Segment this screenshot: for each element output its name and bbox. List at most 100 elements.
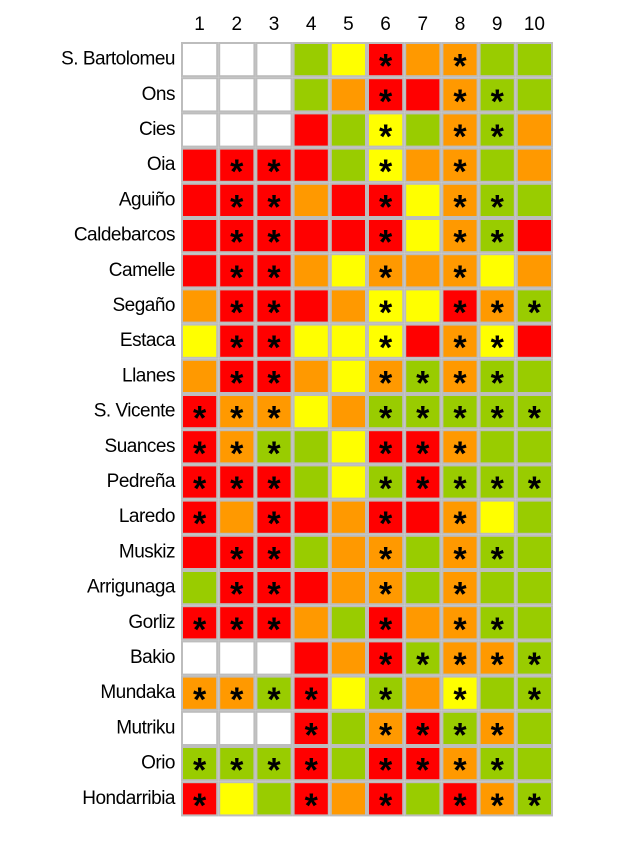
cell: [404, 394, 442, 430]
cell-mark: *: [230, 329, 244, 367]
row-label: Muskiz: [119, 541, 175, 562]
cell: [255, 218, 293, 254]
cell: [329, 675, 367, 711]
cell: [329, 640, 367, 676]
cell-mark: *: [267, 294, 281, 332]
cell: [367, 218, 405, 254]
cell: [181, 358, 219, 394]
cell-mark: *: [453, 505, 467, 543]
column-header: 5: [343, 14, 354, 35]
cell-mark: *: [379, 294, 393, 332]
cell-mark: *: [379, 611, 393, 649]
cell-mark: *: [379, 787, 393, 825]
cell-mark: *: [230, 540, 244, 578]
cell-mark: *: [379, 153, 393, 191]
cell: [255, 499, 293, 535]
cell-mark: *: [193, 752, 207, 790]
cell: [441, 323, 479, 359]
cell-mark: *: [267, 329, 281, 367]
row-label: Orio: [141, 753, 175, 774]
cell: [478, 42, 516, 78]
cell: [367, 182, 405, 219]
cell: [292, 746, 330, 782]
cell: [218, 358, 256, 394]
cell: [478, 499, 516, 535]
cell: [218, 147, 256, 183]
cell-mark: *: [491, 470, 505, 508]
cell: [218, 288, 256, 324]
cell: [255, 323, 293, 359]
cell: [404, 77, 442, 113]
cell: [404, 710, 442, 746]
cell: [181, 429, 219, 465]
cell-mark: *: [491, 294, 505, 332]
row-label: Bakio: [130, 647, 175, 668]
cell-mark: *: [379, 435, 393, 473]
cell: [181, 534, 219, 570]
cell: [404, 464, 442, 500]
cell: [367, 147, 405, 183]
row-label: Laredo: [119, 506, 175, 527]
cell: [255, 570, 293, 606]
cell: [218, 323, 256, 359]
cell: [441, 675, 479, 711]
cell: [441, 112, 479, 148]
cell: [478, 358, 516, 394]
cell: [255, 112, 293, 148]
cell: [441, 781, 479, 817]
cell-mark: *: [453, 435, 467, 473]
cell: [255, 394, 293, 430]
cell: [292, 534, 330, 570]
cell: [181, 218, 219, 254]
cell: [218, 605, 256, 641]
cell: [292, 288, 330, 324]
cell: [404, 42, 442, 78]
row-label: Cies: [139, 119, 175, 140]
cell: [404, 640, 442, 676]
cell: [292, 605, 330, 641]
cell: [255, 253, 293, 289]
cell: [515, 464, 553, 500]
row-label: Llanes: [122, 365, 175, 386]
cell: [478, 429, 516, 465]
cell: [255, 781, 293, 817]
cell: [218, 570, 256, 606]
cell: [478, 640, 516, 676]
cell: [367, 781, 405, 817]
cell: [255, 605, 293, 641]
cell: [218, 394, 256, 430]
cell-mark: *: [379, 48, 393, 86]
cell: [329, 147, 367, 183]
cell: [329, 77, 367, 113]
cell-mark: *: [193, 435, 207, 473]
row-label: Mutriku: [116, 717, 175, 738]
cell: [404, 570, 442, 606]
cell-mark: *: [230, 259, 244, 297]
cell: [218, 42, 256, 78]
row-label: Pedreña: [107, 471, 176, 492]
cell-mark: *: [379, 224, 393, 262]
cell-mark: *: [453, 470, 467, 508]
cell: [255, 288, 293, 324]
cell: [441, 499, 479, 535]
cell-mark: *: [193, 787, 207, 825]
cell: [292, 77, 330, 113]
cell: [515, 675, 553, 711]
cell-mark: *: [491, 329, 505, 367]
cell: [218, 182, 256, 219]
cell: [441, 429, 479, 465]
cell-mark: *: [379, 83, 393, 121]
cell: [181, 570, 219, 606]
cell-mark: *: [230, 752, 244, 790]
cell-mark: *: [528, 400, 542, 438]
cell: [255, 640, 293, 676]
cell: [515, 112, 553, 148]
cell-mark: *: [491, 400, 505, 438]
cell: [329, 429, 367, 465]
cell: [329, 534, 367, 570]
cell: [478, 570, 516, 606]
cell-mark: *: [453, 576, 467, 614]
cell: [367, 534, 405, 570]
cell: [441, 605, 479, 641]
cell: [181, 464, 219, 500]
